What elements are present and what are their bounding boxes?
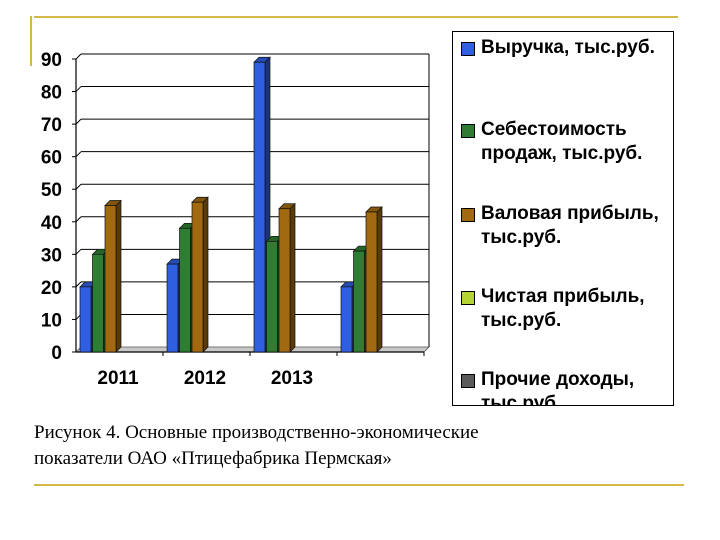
legend-label: Чистая прибыль, тыс.руб.	[481, 286, 645, 331]
caption-line-2: показатели ОАО «Птицефабрика Пермская»	[34, 448, 392, 469]
y-tick-label: 0	[51, 343, 62, 364]
grid-line	[75, 216, 82, 223]
bar-front	[79, 286, 92, 353]
legend: Выручка, тыс.руб. Себестоимость продаж, …	[452, 31, 674, 406]
bar	[365, 206, 383, 353]
bar	[191, 196, 209, 353]
y-tick-label: 80	[41, 83, 62, 104]
y-tick-label: 10	[41, 310, 62, 331]
bar-front	[266, 240, 278, 353]
plot-background	[76, 54, 429, 352]
x-tick-label: 2013	[271, 368, 313, 389]
caption-line-1: Рисунок 4. Основные производственно-экон…	[34, 422, 479, 443]
x-tick-label: 2012	[184, 368, 226, 389]
x-axis-ticks: 2011 2012 2013	[97, 352, 425, 389]
bar-front	[278, 208, 291, 353]
bar-front	[340, 286, 353, 353]
grid-line	[75, 183, 82, 190]
legend-label: Валовая прибыль, тыс.руб.	[481, 203, 659, 248]
bar-side	[115, 199, 122, 353]
bar-front	[353, 250, 365, 353]
decor-left-line	[30, 16, 32, 66]
decor-bottom-line	[34, 484, 684, 486]
bar-side	[202, 196, 209, 353]
grid-line	[75, 281, 82, 288]
y-axis-ticks: 0 10 20 30 40 50 60 70 80 90	[41, 50, 76, 364]
bar-chart: 0 10 20 30 40 50 60 70 80 90 2011 2012 2013	[41, 50, 430, 389]
legend-swatch	[461, 42, 475, 56]
legend-swatch	[461, 124, 475, 138]
grid-line	[75, 248, 82, 255]
y-tick-label: 70	[41, 115, 62, 136]
decor-top-line	[34, 16, 678, 18]
grid-line	[75, 118, 82, 125]
x-tick-label: 2011	[97, 368, 139, 389]
bar-front	[104, 205, 117, 353]
legend-swatch	[461, 291, 475, 305]
bar-front	[179, 227, 191, 353]
legend-label: Прочие доходы, тыс.руб.	[481, 369, 635, 406]
y-tick-label: 30	[41, 245, 62, 266]
bar-front	[166, 263, 179, 353]
y-tick-label: 50	[41, 180, 62, 201]
legend-swatch	[461, 208, 475, 222]
y-tick-label: 40	[41, 213, 62, 234]
bar-front	[92, 253, 104, 353]
legend-label: Выручка, тыс.руб.	[481, 37, 655, 58]
legend-swatch	[461, 374, 475, 388]
y-tick-label: 20	[41, 278, 62, 299]
bar-side	[289, 202, 296, 353]
grid-line	[75, 86, 82, 92]
bar-side	[376, 206, 383, 353]
grid-line	[75, 53, 82, 60]
y-tick-label: 60	[41, 148, 62, 169]
y-tick-label: 90	[41, 50, 62, 71]
bar-front	[191, 201, 204, 353]
figure-caption: Рисунок 4. Основные производственно-экон…	[34, 420, 674, 472]
bars	[79, 56, 383, 353]
legend-label: Себестоимость продаж, тыс.руб.	[481, 119, 643, 164]
bar	[278, 202, 296, 353]
grid-line	[75, 151, 82, 158]
bar-front	[253, 61, 266, 353]
bar-front	[365, 211, 378, 353]
bar	[104, 199, 122, 353]
